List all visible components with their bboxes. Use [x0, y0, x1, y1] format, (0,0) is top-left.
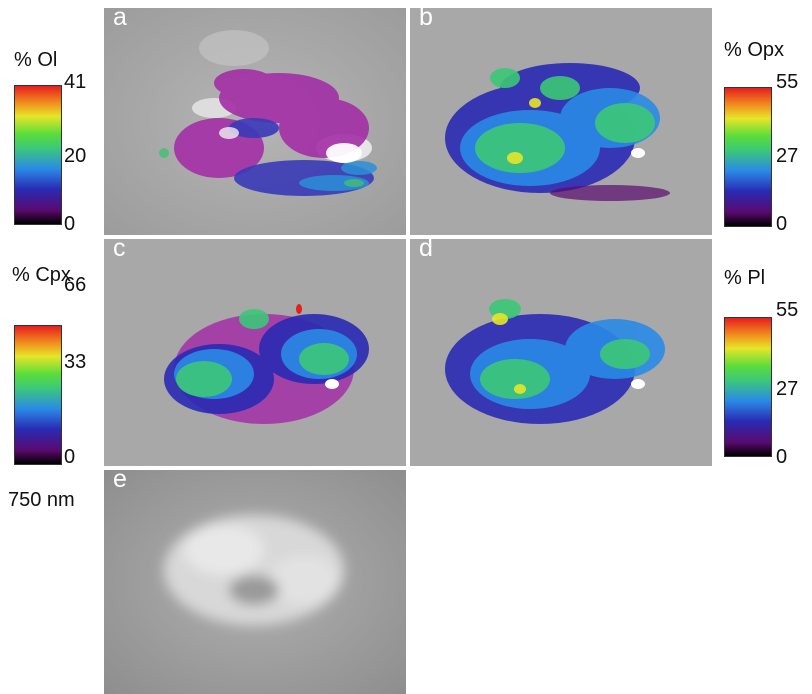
orthopyroxene-map-image [410, 8, 712, 235]
colorbar-opx-max: 55 [776, 72, 798, 92]
colorbar-pl [724, 317, 772, 457]
panel-b-orthopyroxene-map: b [410, 8, 712, 235]
colorbar-pl-max: 55 [776, 300, 798, 320]
colorbar-opx [724, 87, 772, 227]
panel-d-plagioclase-map: d [410, 239, 712, 466]
colorbar-ol-max: 41 [64, 72, 86, 92]
colorbar-ol-mid: 20 [64, 146, 86, 166]
clinopyroxene-map-image [104, 239, 406, 466]
colorbar-title-ol: % Ol [14, 50, 57, 70]
wavelength-label: 750 nm [8, 490, 75, 510]
colorbar-pl-mid: 27 [776, 379, 798, 399]
panel-letter-c: c [113, 239, 126, 261]
colorbar-cpx-mid: 33 [64, 352, 86, 372]
plagioclase-map-image [410, 239, 712, 466]
panel-e-750nm-image: e [104, 470, 406, 694]
reflectance-750nm-image [104, 470, 406, 694]
colorbar-opx-mid: 27 [776, 146, 798, 166]
panel-letter-d: d [419, 239, 433, 261]
panel-letter-b: b [419, 8, 433, 30]
colorbar-cpx-max: 66 [64, 275, 86, 295]
colorbar-title-pl: % Pl [724, 268, 765, 288]
panel-c-clinopyroxene-map: c [104, 239, 406, 466]
panel-letter-a: a [113, 8, 127, 30]
colorbar-ol-min: 0 [64, 214, 75, 234]
panel-a-olivine-map: a [104, 8, 406, 235]
colorbar-title-cpx: % Cpx [12, 265, 71, 285]
colorbar-pl-min: 0 [776, 447, 787, 467]
colorbar-ol [14, 85, 62, 225]
colorbar-title-opx: % Opx [724, 40, 784, 60]
olivine-map-image [104, 8, 406, 235]
colorbar-cpx-min: 0 [64, 447, 75, 467]
colorbar-opx-min: 0 [776, 214, 787, 234]
panel-letter-e: e [113, 470, 127, 492]
colorbar-cpx [14, 325, 62, 465]
